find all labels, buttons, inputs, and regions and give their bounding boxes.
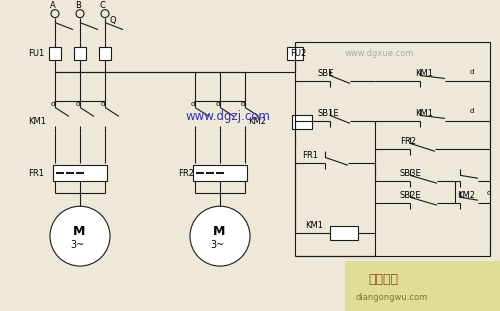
Text: d: d <box>101 101 105 107</box>
Text: d: d <box>470 68 474 75</box>
Text: d: d <box>191 101 196 107</box>
Bar <box>287 47 303 59</box>
Bar <box>330 226 358 240</box>
Text: FU2: FU2 <box>290 49 306 58</box>
Bar <box>49 47 61 59</box>
Text: d: d <box>51 101 56 107</box>
Circle shape <box>51 10 59 18</box>
Circle shape <box>76 10 84 18</box>
Text: d: d <box>216 101 220 107</box>
Text: d: d <box>241 101 246 107</box>
Bar <box>292 115 312 129</box>
Text: 电工之屋: 电工之屋 <box>368 272 398 285</box>
Text: d: d <box>76 101 80 107</box>
Text: KM1: KM1 <box>28 117 46 126</box>
Text: KM2: KM2 <box>248 117 266 126</box>
Text: www.dgzj.com: www.dgzj.com <box>185 110 270 123</box>
Text: SB3E: SB3E <box>400 169 422 178</box>
Text: FR1: FR1 <box>302 151 318 160</box>
Text: 3~: 3~ <box>70 240 84 250</box>
Bar <box>99 47 111 59</box>
Text: SB1E: SB1E <box>318 109 340 118</box>
Text: diangongwu.com: diangongwu.com <box>355 293 427 302</box>
Text: B: B <box>75 1 81 10</box>
Text: C: C <box>100 1 106 10</box>
Bar <box>193 165 247 181</box>
Text: A: A <box>50 1 56 10</box>
Text: d: d <box>470 109 474 114</box>
Text: KM1: KM1 <box>415 109 433 118</box>
Circle shape <box>101 10 109 18</box>
Bar <box>53 165 107 181</box>
Text: KM1: KM1 <box>305 221 323 230</box>
Text: SBE: SBE <box>318 69 334 78</box>
Text: 3~: 3~ <box>210 240 224 250</box>
Text: d: d <box>487 190 492 196</box>
Text: KM1: KM1 <box>415 69 433 78</box>
Bar <box>74 47 86 59</box>
Text: FU1: FU1 <box>28 49 44 58</box>
Text: KM2: KM2 <box>457 191 475 200</box>
Text: FR2: FR2 <box>400 137 416 146</box>
Bar <box>345 261 500 311</box>
Text: FR2: FR2 <box>178 169 194 178</box>
Text: www.dgxue.com: www.dgxue.com <box>345 49 414 58</box>
Circle shape <box>50 206 110 266</box>
Text: M: M <box>73 225 86 238</box>
Text: Q: Q <box>110 16 116 25</box>
Text: SB2E: SB2E <box>400 191 421 200</box>
Text: FR1: FR1 <box>28 169 44 178</box>
Text: M: M <box>213 225 226 238</box>
Circle shape <box>190 206 250 266</box>
